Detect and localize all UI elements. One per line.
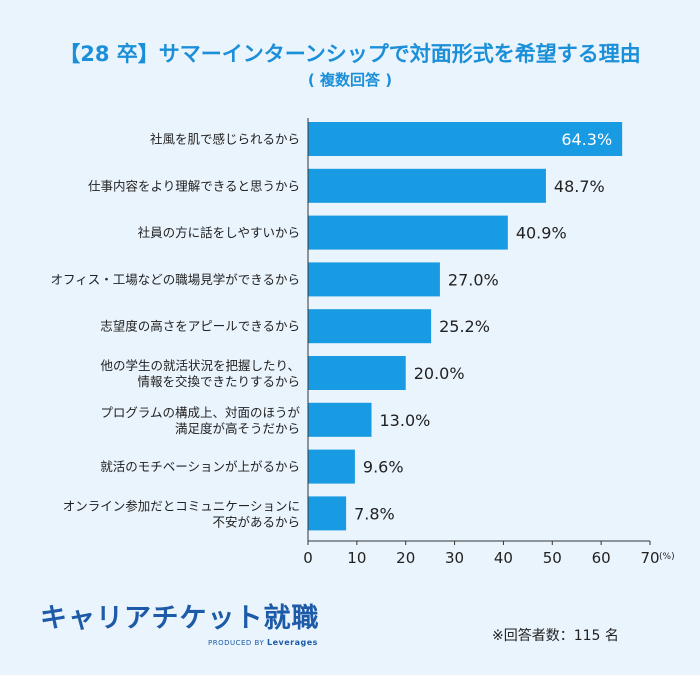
logo-produced-by: PRODUCED BY Leverages	[208, 638, 318, 647]
value-label-7: 9.6%	[363, 458, 404, 477]
logo-produced-by-prefix: PRODUCED BY	[208, 639, 265, 647]
x-tick-label-1: 10	[347, 549, 366, 567]
category-label-7: 就活のモチベーションが上がるから	[100, 459, 300, 474]
logo-text: キャリアチケット就職	[40, 603, 320, 634]
x-tick-label-2: 20	[396, 549, 415, 567]
bar-0	[308, 122, 623, 156]
chart-title: 【28 卒】サマーインターンシップで対面形式を希望する理由	[59, 42, 641, 66]
bar-2	[308, 215, 508, 250]
bar-4	[308, 309, 432, 344]
x-tick-label-3: 30	[445, 549, 464, 567]
category-label-5: 他の学生の就活状況を把握したり、情報を交換できたりするから	[100, 358, 300, 389]
category-label-0: 社風を肌で感じられるから	[150, 132, 300, 147]
bar-1	[308, 168, 546, 203]
bar-8	[308, 496, 347, 531]
category-label-8: オンライン参加だとコミュニケーションに不安があるから	[63, 498, 300, 529]
category-label-4: 志望度の高さをアピールできるから	[100, 319, 300, 334]
bar-7	[308, 449, 355, 484]
value-label-2: 40.9%	[516, 224, 567, 243]
brand-logo: キャリアチケット就職 PRODUCED BY Leverages	[40, 596, 320, 647]
respondent-count: ※回答者数：115 名	[492, 628, 619, 644]
x-tick-label-6: 60	[592, 549, 611, 567]
category-label-1: 仕事内容をより理解できると思うから	[88, 178, 300, 193]
chart-subtitle: ( 複数回答 )	[307, 71, 393, 89]
value-label-6: 13.0%	[380, 411, 431, 430]
x-tick-label-5: 50	[543, 549, 562, 567]
value-label-1: 48.7%	[554, 177, 605, 196]
value-label-0: 64.3%	[561, 130, 612, 149]
bar-3	[308, 262, 440, 297]
value-label-3: 27.0%	[448, 270, 499, 289]
value-label-4: 25.2%	[439, 317, 490, 336]
x-tick-label-4: 40	[494, 549, 513, 567]
value-label-8: 7.8%	[354, 504, 395, 523]
category-label-3: オフィス・工場などの職場見学ができるから	[50, 272, 300, 287]
bar-6	[308, 402, 372, 437]
value-label-5: 20.0%	[414, 364, 465, 383]
x-tick-label-7: 70	[640, 549, 659, 567]
category-label-6: プログラムの構成上、対面のほうが満足度が高そうだから	[100, 405, 300, 436]
x-axis-unit: (%)	[659, 552, 675, 562]
category-label-2: 社員の方に話をしやすいから	[138, 225, 300, 240]
logo-produced-by-brand: Leverages	[266, 638, 318, 647]
x-tick-label-0: 0	[303, 549, 313, 567]
bar-5	[308, 356, 406, 390]
